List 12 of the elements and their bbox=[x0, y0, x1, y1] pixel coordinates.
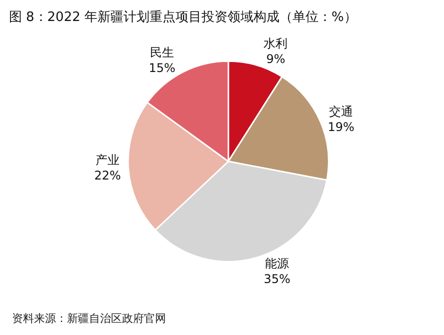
data-label: 22% bbox=[94, 168, 121, 183]
data-label: 15% bbox=[148, 61, 176, 76]
data-label: 19% bbox=[328, 120, 354, 134]
slice-label: 民生 bbox=[150, 45, 174, 60]
slice-label: 交通 bbox=[329, 104, 354, 118]
data-label: 35% bbox=[264, 272, 290, 286]
data-label: 9% bbox=[266, 52, 286, 66]
text: 资料来源：新疆自治区政府官网 bbox=[12, 312, 166, 325]
chart-title: 图 8：2022 年新疆计划重点项目投资领域构成（单位：%） bbox=[8, 10, 357, 25]
slice-label: 水利 bbox=[264, 36, 288, 51]
slice-label: 产业 bbox=[96, 152, 120, 167]
slice-label: 能源 bbox=[265, 256, 290, 271]
